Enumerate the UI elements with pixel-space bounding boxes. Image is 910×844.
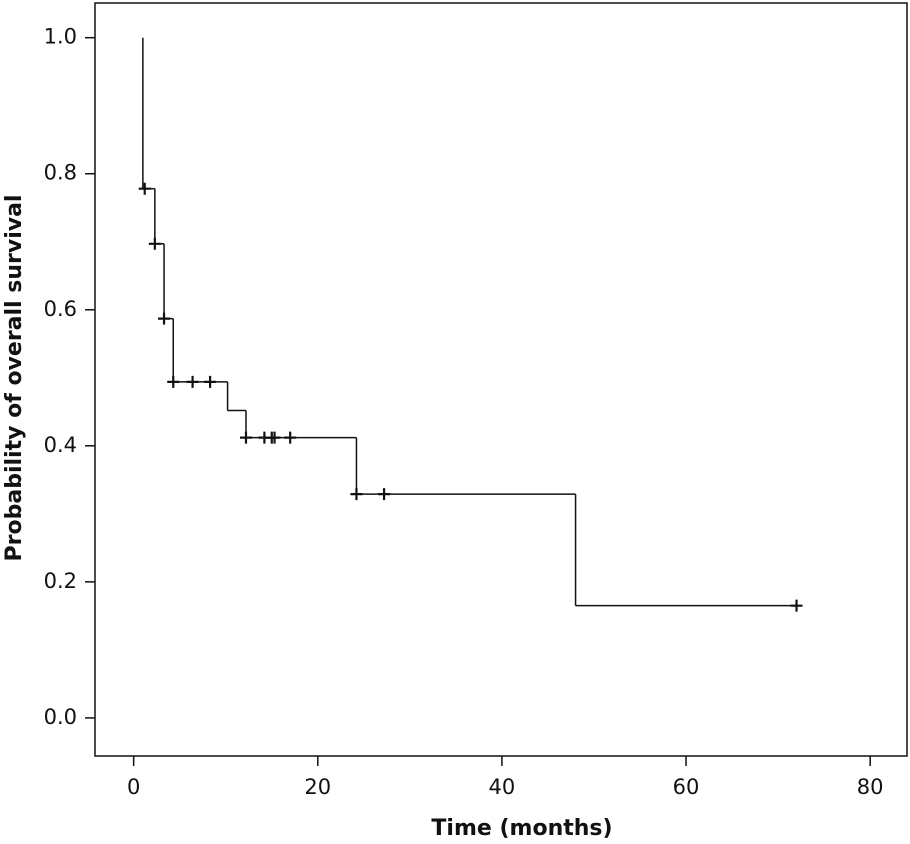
y-tick-label: 0.6 [44,297,77,321]
censor-mark [350,488,363,501]
x-tick-label: 80 [857,775,884,799]
censor-mark [148,237,161,250]
censor-mark [186,375,199,388]
censor-mark [378,488,391,501]
x-tick-label: 60 [673,775,700,799]
censor-mark [790,599,803,612]
y-tick-label: 1.0 [44,25,77,49]
censor-mark [204,375,217,388]
x-tick-label: 0 [127,775,140,799]
censor-mark [239,431,252,444]
x-tick-label: 20 [304,775,331,799]
y-tick-label: 0.0 [44,705,77,729]
censor-mark [268,431,281,444]
censor-mark [167,375,180,388]
y-tick-label: 0.8 [44,161,77,185]
censor-mark [284,431,297,444]
plot-frame [94,2,908,757]
censor-mark [158,312,171,325]
y-tick-label: 0.2 [44,569,77,593]
x-tick-label: 40 [489,775,516,799]
y-axis-title: Probability of overall survival [2,195,27,562]
censor-mark [138,182,151,195]
y-tick-label: 0.4 [44,433,77,457]
x-axis-title: Time (months) [431,816,612,841]
